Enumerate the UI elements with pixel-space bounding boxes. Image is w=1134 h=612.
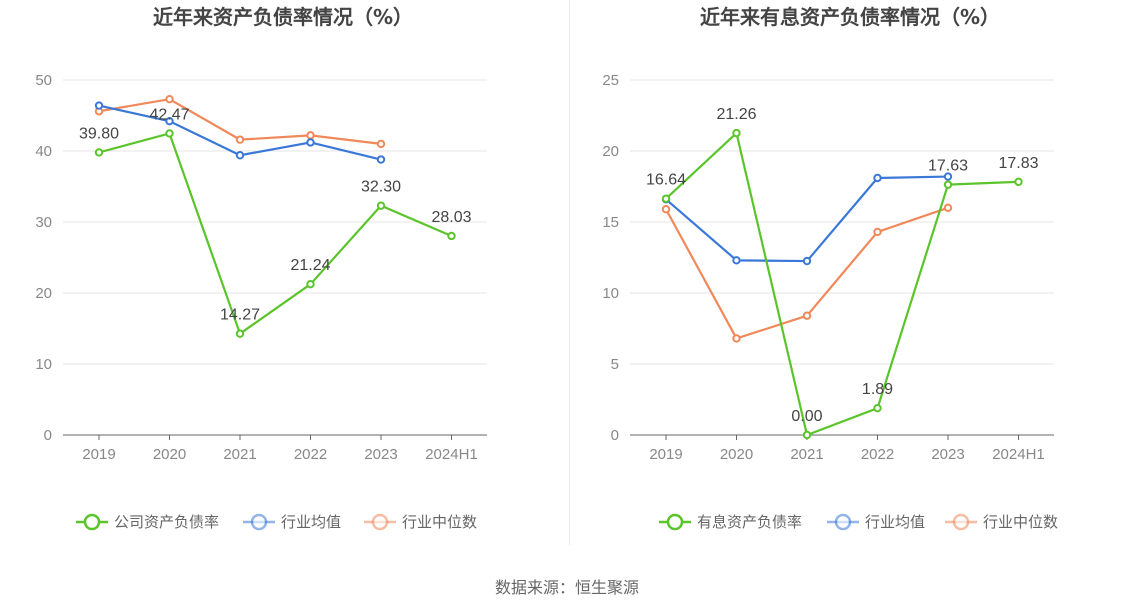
data-point xyxy=(661,194,671,203)
y-tick-label: 20 xyxy=(35,285,52,302)
x-tick-label: 2019 xyxy=(82,446,115,463)
data-point xyxy=(732,128,741,138)
data-point xyxy=(943,203,953,213)
legend-item[interactable]: 行业均值 xyxy=(243,513,341,531)
legend-label: 行业均值 xyxy=(281,513,341,531)
legend-item[interactable]: 行业中位数 xyxy=(945,513,1058,531)
data-point xyxy=(94,101,104,110)
data-point xyxy=(306,138,315,147)
data-label: 16.64 xyxy=(646,172,686,189)
data-label: 17.63 xyxy=(928,158,968,175)
data-point xyxy=(802,256,812,266)
legend-label: 行业中位数 xyxy=(983,513,1058,531)
chart-title: 近年来资产负债率情况（%） xyxy=(153,5,413,29)
data-point xyxy=(661,205,671,214)
data-point xyxy=(235,329,245,338)
series-line xyxy=(98,132,452,335)
data-point xyxy=(376,155,386,164)
data-point xyxy=(165,129,174,138)
series-line xyxy=(665,132,1019,437)
data-label: 21.24 xyxy=(290,257,330,274)
data-point xyxy=(802,430,812,440)
chart-title: 近年来有息资产负债率情况（%） xyxy=(700,5,1000,29)
x-tick-label: 2024H1 xyxy=(425,446,478,463)
data-label: 0.00 xyxy=(791,408,822,425)
legend-item[interactable]: 公司资产负债率 xyxy=(76,513,219,531)
chart-interest-bearing-debt-ratio: 近年来有息资产负债率情况（%） 0 5 10 15 20 25 2019 2020 2021 202… xyxy=(602,5,1058,531)
data-point xyxy=(1014,177,1023,187)
x-tick-label: 2020 xyxy=(720,446,753,463)
data-point xyxy=(732,256,741,265)
legend-label: 行业中位数 xyxy=(402,513,477,531)
legend-label: 行业均值 xyxy=(865,513,925,531)
legend-marker xyxy=(952,513,970,531)
chart-debt-ratio: 近年来资产负债率情况（%） 0 10 20 30 40 50 2019 2020 2021 2022… xyxy=(35,5,487,531)
data-point xyxy=(165,94,174,104)
data-point xyxy=(873,227,882,237)
data-point xyxy=(873,403,882,413)
data-label: 39.80 xyxy=(79,125,119,142)
data-point xyxy=(943,180,953,189)
y-tick-label: 10 xyxy=(35,356,52,373)
data-point xyxy=(306,279,315,289)
data-point xyxy=(802,311,812,320)
series-line xyxy=(665,175,949,263)
x-tick-label: 2021 xyxy=(790,446,823,463)
x-tick-label: 2022 xyxy=(861,446,894,463)
legend-item[interactable]: 行业均值 xyxy=(827,513,925,531)
y-tick-label: 10 xyxy=(602,285,619,302)
x-tick-label: 2021 xyxy=(223,446,256,463)
data-label: 14.27 xyxy=(220,307,260,324)
legend-marker xyxy=(666,513,684,531)
data-label: 28.03 xyxy=(431,209,471,226)
x-tick-label: 2019 xyxy=(649,446,682,463)
y-tick-label: 50 xyxy=(35,72,52,89)
y-tick-label: 0 xyxy=(611,427,619,444)
y-tick-label: 30 xyxy=(35,214,52,231)
y-tick-label: 5 xyxy=(611,356,619,373)
data-point xyxy=(306,131,315,140)
data-point xyxy=(943,172,953,181)
legend-marker xyxy=(834,513,852,531)
data-source-note: 数据来源：恒生聚源 xyxy=(494,578,639,597)
x-tick-label: 2020 xyxy=(153,446,186,463)
data-label: 32.30 xyxy=(361,179,401,196)
legend-item[interactable]: 有息资产负债率 xyxy=(659,513,802,531)
data-point xyxy=(732,334,741,343)
data-label: 1.89 xyxy=(862,381,893,398)
data-point xyxy=(376,201,386,210)
legend-label: 公司资产负债率 xyxy=(114,513,219,531)
x-tick-label: 2024H1 xyxy=(992,446,1045,463)
x-tick-label: 2022 xyxy=(294,446,327,463)
x-tick-label: 2023 xyxy=(364,446,397,463)
data-point xyxy=(235,135,245,144)
y-tick-label: 40 xyxy=(35,143,52,160)
legend-item[interactable]: 行业中位数 xyxy=(364,513,477,531)
legend-marker xyxy=(250,513,268,531)
y-tick-label: 15 xyxy=(602,214,619,231)
x-tick-label: 2023 xyxy=(931,446,964,463)
data-point xyxy=(376,139,386,149)
legend-marker xyxy=(83,513,101,531)
data-label: 21.26 xyxy=(716,106,756,123)
data-point xyxy=(165,116,174,126)
data-point xyxy=(235,151,245,160)
data-point xyxy=(873,173,882,183)
data-label: 42.47 xyxy=(149,106,189,123)
data-point xyxy=(94,148,104,157)
chart-panel-interest-debt-ratio: 近年来有息资产负债率情况（%） 0 5 10 15 20 25 2019 2020 2021 202… xyxy=(567,0,1134,560)
data-point xyxy=(447,231,456,241)
data-label: 17.83 xyxy=(998,155,1038,172)
y-tick-label: 0 xyxy=(44,427,52,444)
chart-panel-debt-ratio: 近年来资产负债率情况（%） 0 10 20 30 40 50 2019 2020 2021 2022… xyxy=(0,0,567,560)
legend-label: 有息资产负债率 xyxy=(697,513,802,531)
y-tick-label: 20 xyxy=(602,143,619,160)
y-tick-label: 25 xyxy=(602,72,619,89)
panel-divider xyxy=(569,0,570,545)
legend-marker xyxy=(371,513,389,531)
